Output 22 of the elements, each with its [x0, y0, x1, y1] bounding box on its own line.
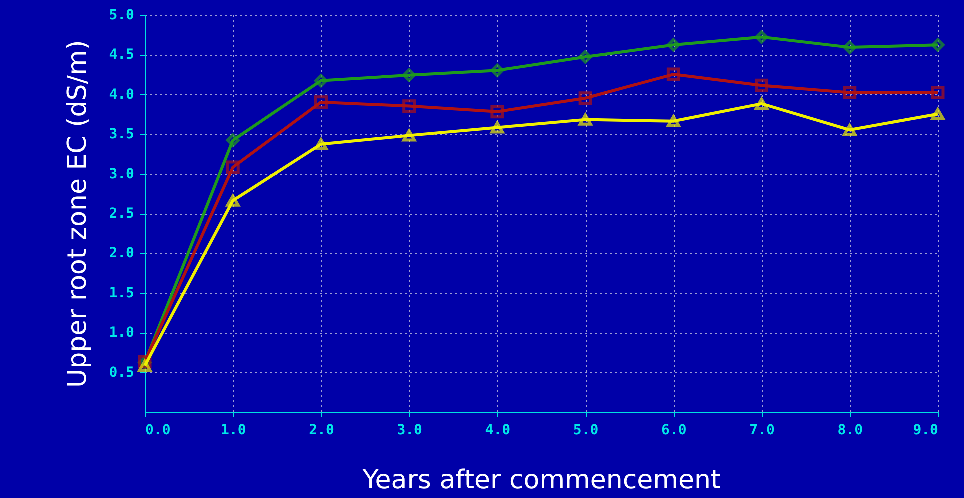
y-tick-label: 4.0: [109, 86, 134, 103]
x-axis-title: Years after commencement: [362, 466, 722, 496]
x-tick-label: 8.0: [838, 422, 864, 438]
x-tick-label: 4.0: [485, 422, 511, 438]
x-tick-label: 5.0: [573, 422, 599, 438]
y-tick-label: 4.5: [109, 47, 134, 64]
y-tick-label: 3.5: [109, 126, 134, 143]
y-tick-label: 3.0: [109, 166, 134, 182]
y-tick-label: 0.5: [109, 364, 134, 381]
x-tick-label: 7.0: [750, 422, 775, 438]
y-tick-label: 1.0: [109, 325, 134, 342]
x-tick-label: 1.0: [220, 422, 246, 438]
x-tick-label: 9.0: [913, 422, 938, 438]
x-tick-label: 6.0: [662, 422, 687, 438]
y-tick-label: 5.0: [109, 8, 134, 24]
x-tick-label: 2.0: [309, 422, 334, 438]
y-tick-label: 1.5: [109, 285, 134, 302]
x-tick-label: 0.0: [146, 422, 171, 438]
y-axis-title: Upper root zone EC (dS/m): [63, 40, 94, 388]
y-tick-label: 2.0: [109, 246, 134, 262]
y-tick-label: 2.5: [109, 206, 134, 222]
x-tick-label: 3.0: [397, 422, 422, 438]
